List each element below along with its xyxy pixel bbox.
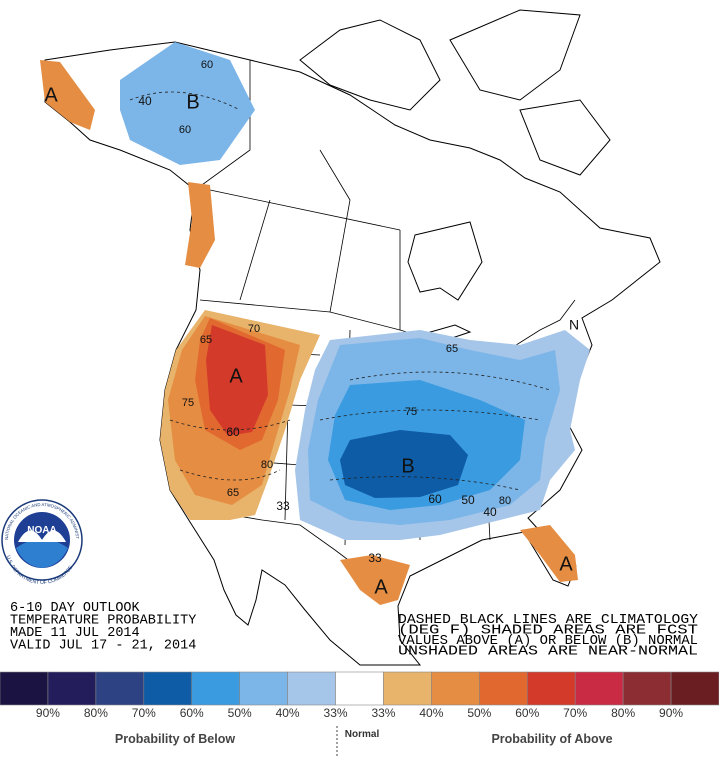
legend-tick-label: 80%: [611, 706, 635, 720]
note-line: UNSHADED AREAS ARE NEAR-NORMAL: [398, 645, 698, 660]
climatology-contours: [129, 91, 551, 491]
title-line: 6-10 DAY OUTLOOK: [10, 601, 141, 616]
legend-swatch: [143, 671, 193, 706]
map-label: 75: [182, 397, 194, 409]
map-label: 80: [261, 459, 273, 471]
note-line: (DEG F) SHADED AREAS ARE FCST: [398, 624, 698, 639]
map-label: 33: [276, 499, 290, 513]
legend-swatch: [670, 671, 719, 706]
map-label: A: [374, 576, 388, 598]
map-label: 40: [138, 94, 152, 108]
map-label: 80: [499, 495, 511, 507]
legend-swatch: [47, 671, 97, 706]
arctic-islands: [299, 9, 611, 176]
legend: 90% 80% 70% 60% 50% 40% 33% 33% 40% 50% 60% 70% 80% 9…: [0, 671, 719, 720]
map-label: 65: [200, 334, 212, 346]
legend-tick-label: 50%: [228, 706, 252, 720]
legend-swatch: [0, 671, 49, 706]
texas-above: [340, 555, 410, 605]
legend-tick-label: 33%: [324, 706, 348, 720]
legend-swatch: [431, 671, 480, 706]
notes-block: DASHED BLACK LINES ARE CLIMATOLOGY(DEG F…: [398, 613, 698, 660]
alaska-below: [120, 42, 255, 165]
title-line: VALID JUL 17 - 21, 2014: [10, 639, 196, 654]
legend-tick-label: 90%: [36, 706, 60, 720]
legend-swatch: [479, 671, 528, 706]
map-label: B: [186, 91, 199, 113]
map-label: 75: [405, 406, 417, 418]
panhandle-above: [185, 182, 215, 268]
above-title: Probability of Above: [491, 732, 612, 746]
legend-swatch: [622, 671, 672, 706]
legend-tick-label: 70%: [563, 706, 587, 720]
note-line: VALUES ABOVE (A) OR BELOW (B) NORMAL: [398, 634, 698, 649]
legend-tick-label: 33%: [371, 706, 395, 720]
us-mexico-border: [213, 511, 356, 566]
legend-tick-label: 40%: [276, 706, 300, 720]
legend-swatch: [335, 671, 384, 706]
logo-text: NOAA: [27, 525, 56, 536]
title-line: TEMPERATURE PROBABILITY: [10, 614, 196, 629]
alaska-above: [40, 60, 95, 130]
map-label: A: [229, 365, 243, 387]
legend-tick-label: 50%: [467, 706, 491, 720]
legend-swatch: [574, 671, 624, 706]
map-label: B: [401, 455, 414, 477]
logo-wave: [16, 539, 68, 568]
east-below-60: [340, 430, 468, 498]
legend-swatch: [95, 671, 145, 706]
map-label: 65: [446, 343, 458, 355]
alaska-border: [194, 60, 251, 191]
map-label: 70: [248, 323, 260, 335]
province-lines: [209, 149, 401, 330]
legend-swatch: [191, 671, 240, 706]
probability-shading: [40, 42, 590, 605]
legend-swatch: [383, 671, 432, 706]
logo-bird: [18, 530, 66, 542]
map-label: 60: [226, 425, 240, 439]
florida-above: [520, 525, 578, 582]
west-above-70: [206, 325, 268, 436]
map-label: A: [44, 84, 58, 106]
legend-tick-label: 80%: [84, 706, 108, 720]
note-line: DASHED BLACK LINES ARE CLIMATOLOGY: [398, 613, 698, 628]
legend-tick-label: 60%: [180, 706, 204, 720]
map-label: 33: [368, 551, 382, 565]
below-title: Probability of Below: [115, 732, 235, 746]
map-label: 65: [227, 487, 239, 499]
legend-tick-label: 60%: [515, 706, 539, 720]
legend-swatch: [526, 671, 576, 706]
legend-tick-label: 70%: [132, 706, 156, 720]
map-label: A: [559, 553, 573, 575]
legend-tick-label: 40%: [419, 706, 443, 720]
map-label: 60: [201, 59, 213, 71]
map-label: 60: [179, 124, 191, 136]
legend-swatch: [239, 671, 288, 706]
map-label: N: [569, 317, 579, 333]
title-line: MADE 11 JUL 2014: [10, 626, 140, 641]
hudson-bay: [407, 221, 483, 301]
legend-tick-label: 90%: [659, 706, 683, 720]
legend-swatch: [287, 671, 336, 706]
map-label: 60: [428, 492, 442, 506]
map-label: 40: [483, 505, 497, 519]
map-label: 50: [461, 493, 475, 507]
normal-title: Normal: [345, 729, 380, 740]
